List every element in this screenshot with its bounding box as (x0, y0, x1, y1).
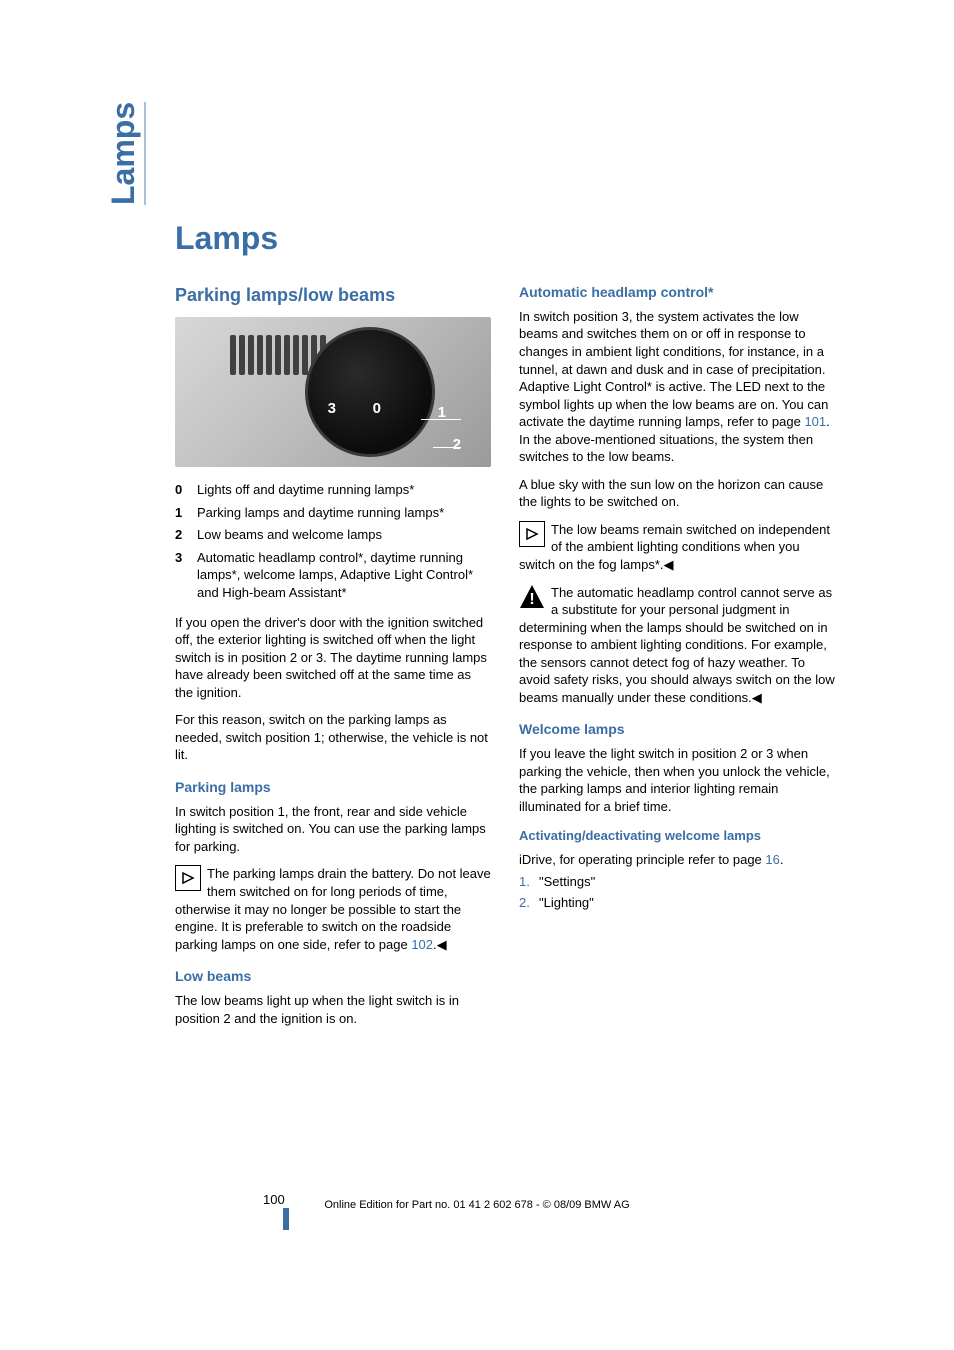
legend-row: 0 Lights off and daytime running lamps* (175, 481, 491, 499)
body-paragraph: In switch position 3, the system activat… (519, 308, 835, 466)
legend-text: Automatic headlamp control*, daytime run… (197, 549, 491, 602)
legend-text: Lights off and daytime running lamps* (197, 481, 491, 499)
step-item: 2."Lighting" (519, 894, 835, 912)
auto-p1a: In switch position 3, the system activat… (519, 309, 828, 429)
legend-text: Parking lamps and daytime running lamps* (197, 504, 491, 522)
note-end: .◀ (433, 937, 447, 952)
right-column: Automatic headlamp control* In switch po… (519, 283, 835, 1037)
page-link-16[interactable]: 16 (765, 852, 779, 867)
legend-row: 2 Low beams and welcome lamps (175, 526, 491, 544)
edition-line: Online Edition for Part no. 01 41 2 602 … (324, 1199, 629, 1211)
step-text: "Settings" (539, 874, 595, 889)
body-paragraph: In switch position 1, the front, rear an… (175, 803, 491, 856)
page-title: Lamps (175, 220, 835, 257)
warning-text: The automatic headlamp control cannot se… (519, 585, 835, 705)
legend-text: Low beams and welcome lamps (197, 526, 491, 544)
step-item: 1."Settings" (519, 873, 835, 891)
sub-auto-headlamp: Automatic headlamp control* (519, 283, 835, 302)
figure-knob (305, 327, 435, 457)
body-paragraph: The low beams light up when the light sw… (175, 992, 491, 1027)
callout-1: 1 (438, 403, 446, 423)
sub-welcome-lamps: Welcome lamps (519, 720, 835, 739)
body-paragraph: For this reason, switch on the parking l… (175, 711, 491, 764)
note-parking: The parking lamps drain the battery. Do … (175, 865, 491, 953)
legend-row: 3 Automatic headlamp control*, daytime r… (175, 549, 491, 602)
legend-row: 1 Parking lamps and daytime running lamp… (175, 504, 491, 522)
page-content: Lamps Parking lamps/low beams 3 0 1 2 0 (175, 220, 835, 1037)
legend-num: 2 (175, 526, 197, 544)
legend: 0 Lights off and daytime running lamps* … (175, 481, 491, 601)
note-triangle-icon (519, 521, 545, 547)
step-number: 1. (519, 873, 539, 891)
step-number: 2. (519, 894, 539, 912)
footer: Online Edition for Part no. 01 41 2 602 … (0, 1195, 954, 1213)
left-column: Parking lamps/low beams 3 0 1 2 0 Lights… (175, 283, 491, 1037)
section-parking-low-beams: Parking lamps/low beams (175, 283, 491, 307)
sub-low-beams: Low beams (175, 967, 491, 986)
sub-parking-lamps: Parking lamps (175, 778, 491, 797)
legend-num: 0 (175, 481, 197, 499)
warning-auto-headlamp: ! The automatic headlamp control cannot … (519, 584, 835, 707)
light-switch-figure: 3 0 1 2 (175, 317, 491, 467)
callout-3: 3 (328, 399, 336, 419)
note-triangle-icon (175, 865, 201, 891)
callout-0: 0 (373, 399, 381, 419)
page-link-102[interactable]: 102 (411, 937, 433, 952)
side-tab-lamps: Lamps (105, 102, 142, 205)
warning-icon: ! (519, 584, 545, 610)
page-link-101[interactable]: 101 (804, 414, 826, 429)
svg-text:!: ! (529, 591, 534, 608)
body-paragraph: If you open the driver's door with the i… (175, 614, 491, 702)
activate-end: . (780, 852, 784, 867)
note-low-beams-remain: The low beams remain switched on indepen… (519, 521, 835, 574)
legend-num: 3 (175, 549, 197, 602)
body-paragraph: If you leave the light switch in positio… (519, 745, 835, 815)
callout-2: 2 (453, 435, 461, 455)
subsub-activating-welcome: Activating/deactivating welcome lamps (519, 827, 835, 845)
note-text: The low beams remain switched on indepen… (519, 522, 830, 572)
body-paragraph: A blue sky with the sun low on the horiz… (519, 476, 835, 511)
legend-num: 1 (175, 504, 197, 522)
body-paragraph: iDrive, for operating principle refer to… (519, 851, 835, 869)
steps-list: 1."Settings" 2."Lighting" (519, 873, 835, 912)
step-text: "Lighting" (539, 895, 594, 910)
activate-text: iDrive, for operating principle refer to… (519, 852, 765, 867)
